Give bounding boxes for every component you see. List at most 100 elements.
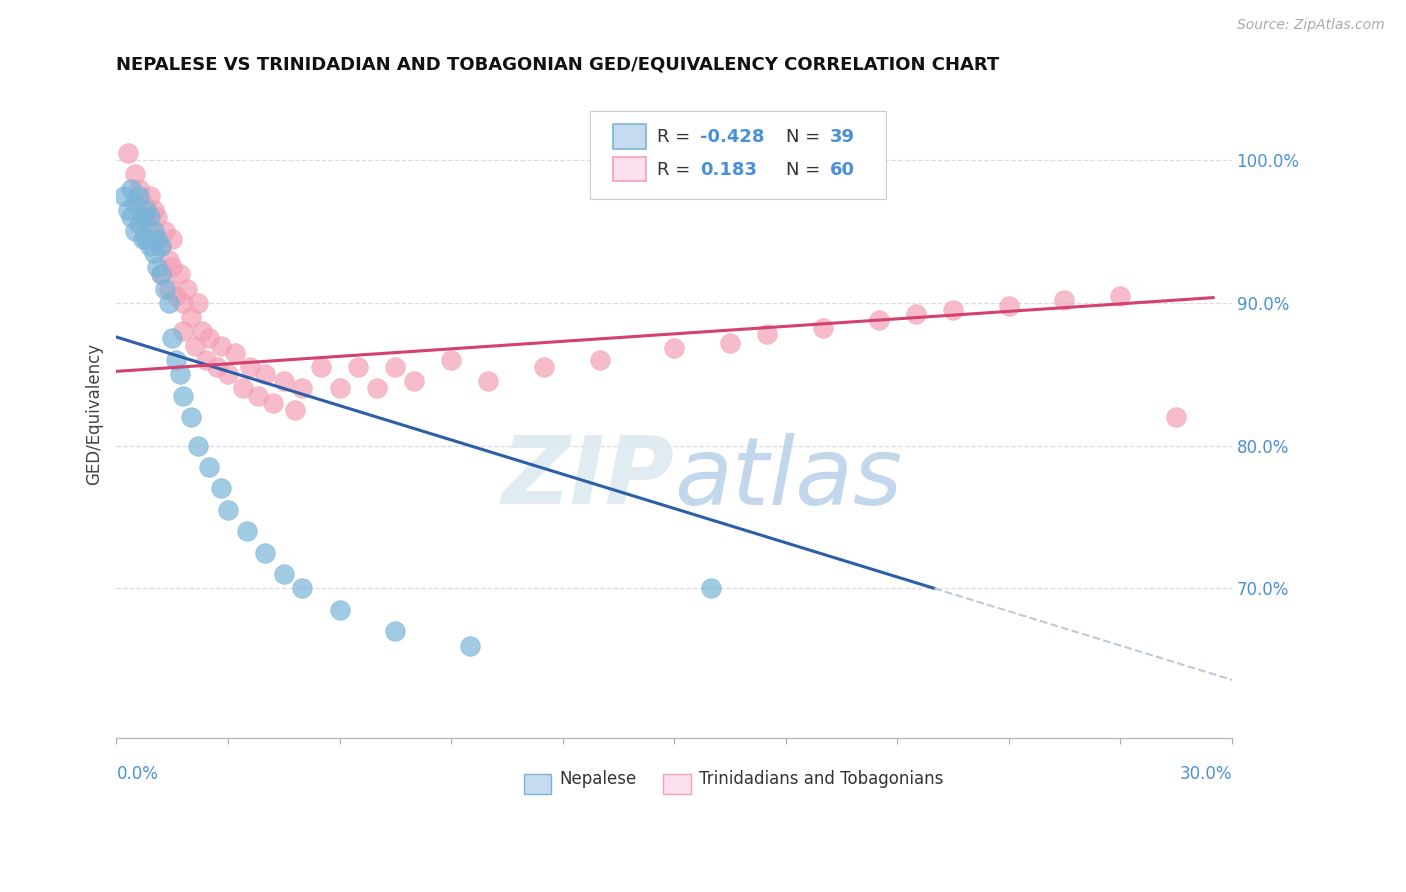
FancyBboxPatch shape (591, 112, 886, 199)
Point (142, 202, 165, 217)
Point (811, 321, 834, 335)
Point (328, 382, 350, 396)
Point (347, 359, 370, 374)
Point (157, 252, 180, 267)
Point (328, 603, 350, 617)
Point (117, 145, 139, 160)
Bar (613, 157, 647, 181)
Point (718, 335, 741, 350)
Point (165, 288, 187, 302)
Text: 30.0%: 30.0% (1180, 764, 1232, 782)
Point (904, 307, 927, 321)
Point (142, 224, 165, 238)
Point (1109, 288, 1132, 302)
Point (139, 238, 162, 252)
Point (533, 359, 555, 374)
Point (117, 202, 139, 217)
Point (194, 352, 217, 367)
Bar (664, 774, 690, 794)
Point (172, 389, 194, 403)
Point (246, 389, 269, 403)
Point (139, 210, 162, 224)
Point (180, 410, 202, 425)
Point (135, 231, 157, 245)
Text: ZIP: ZIP (502, 433, 673, 524)
Text: N =: N = (786, 128, 825, 146)
Point (120, 181, 142, 195)
Point (997, 299, 1019, 313)
Point (128, 217, 150, 231)
Text: R =: R = (658, 161, 702, 178)
Point (209, 338, 232, 352)
Point (440, 352, 463, 367)
Point (589, 352, 612, 367)
Point (1053, 293, 1076, 307)
Point (124, 224, 146, 238)
Point (273, 375, 295, 389)
Point (198, 331, 221, 345)
Point (217, 367, 239, 381)
Point (187, 439, 209, 453)
Point (262, 396, 284, 410)
Point (150, 267, 173, 281)
Point (458, 639, 481, 653)
Point (477, 375, 499, 389)
Point (157, 295, 180, 310)
Point (384, 624, 406, 639)
Point (187, 295, 209, 310)
Point (235, 524, 257, 539)
Point (291, 382, 314, 396)
Point (131, 231, 153, 245)
Point (756, 327, 779, 342)
Point (131, 210, 153, 224)
Point (162, 260, 184, 274)
Point (120, 210, 142, 224)
Point (169, 367, 191, 381)
Point (150, 238, 173, 252)
Point (165, 352, 187, 367)
Point (942, 302, 965, 317)
Point (191, 324, 214, 338)
Point (309, 359, 332, 374)
Text: R =: R = (658, 128, 696, 146)
Point (273, 567, 295, 582)
Text: Trinidadians and Tobagonians: Trinidadians and Tobagonians (699, 770, 943, 788)
Point (153, 281, 176, 295)
Point (162, 231, 184, 245)
Point (153, 224, 176, 238)
Text: 60: 60 (831, 161, 855, 178)
Point (162, 331, 184, 345)
Point (209, 482, 232, 496)
Point (176, 281, 198, 295)
Text: -0.428: -0.428 (700, 128, 765, 146)
Text: N =: N = (786, 161, 825, 178)
Point (172, 295, 194, 310)
Point (146, 260, 169, 274)
Text: Source: ZipAtlas.com: Source: ZipAtlas.com (1237, 18, 1385, 31)
Y-axis label: GED/Equivalency: GED/Equivalency (86, 343, 103, 484)
Point (868, 313, 890, 327)
Point (291, 582, 314, 596)
Point (157, 281, 180, 295)
Point (146, 210, 169, 224)
Point (142, 245, 165, 260)
Point (135, 217, 157, 231)
Point (254, 367, 277, 381)
Point (131, 195, 153, 210)
Text: NEPALESE VS TRINIDADIAN AND TOBAGONIAN GED/EQUIVALENCY CORRELATION CHART: NEPALESE VS TRINIDADIAN AND TOBAGONIAN G… (117, 55, 1000, 73)
Point (169, 267, 191, 281)
Point (205, 359, 228, 374)
Text: 0.0%: 0.0% (117, 764, 159, 782)
Point (142, 231, 165, 245)
Point (366, 382, 388, 396)
Point (180, 310, 202, 324)
Point (700, 582, 723, 596)
Point (139, 188, 162, 202)
Point (232, 382, 254, 396)
Text: atlas: atlas (673, 433, 903, 524)
Point (112, 188, 135, 202)
Point (128, 181, 150, 195)
Point (183, 338, 205, 352)
Bar (613, 124, 647, 149)
Point (150, 238, 173, 252)
